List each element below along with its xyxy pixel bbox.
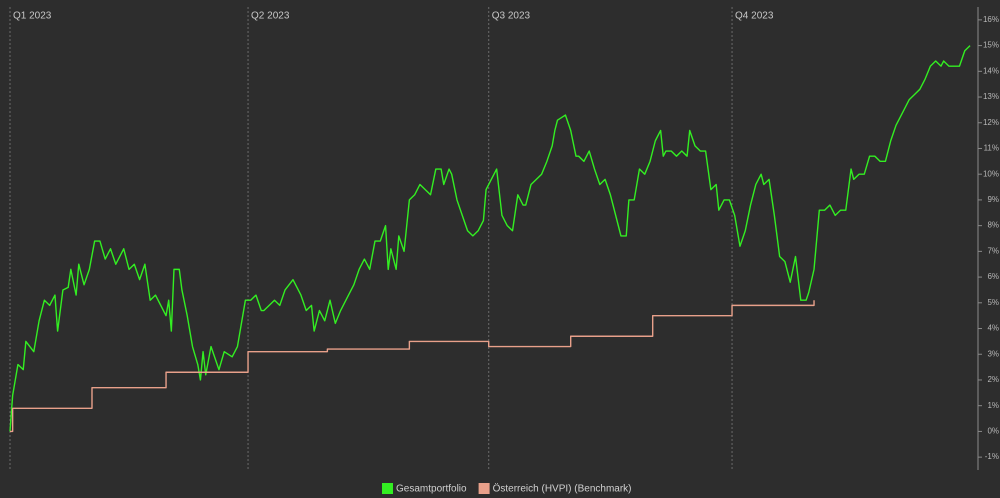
x-tick-label: Q3 2023 xyxy=(492,11,531,22)
y-tick-label: 5% xyxy=(987,298,999,307)
legend-label: Gesamtportfolio xyxy=(396,484,467,495)
y-tick-label: 11% xyxy=(984,144,999,153)
y-tick-label: 13% xyxy=(983,92,999,101)
y-tick-label: 16% xyxy=(983,15,999,24)
legend-swatch xyxy=(382,483,393,494)
series-line xyxy=(9,45,971,432)
x-tick-label: Q2 2023 xyxy=(251,11,290,22)
y-tick-label: 9% xyxy=(987,195,999,204)
y-tick-label: 1% xyxy=(987,401,999,410)
y-tick-label: 8% xyxy=(987,221,999,230)
y-tick-label: 2% xyxy=(987,375,999,384)
y-tick-label: 6% xyxy=(987,272,999,281)
x-tick-label: Q1 2023 xyxy=(13,11,52,22)
x-tick-label: Q4 2023 xyxy=(735,11,774,22)
y-tick-label: 3% xyxy=(987,349,999,358)
legend-label: Österreich (HVPI) (Benchmark) xyxy=(493,483,632,495)
y-tick-label: 0% xyxy=(987,427,999,436)
y-tick-label: 7% xyxy=(987,246,999,255)
y-tick-label: 12% xyxy=(983,118,999,127)
legend-swatch xyxy=(478,483,490,494)
y-tick-label: -1% xyxy=(985,452,999,461)
legend: Gesamtportfolio Österreich (HVPI) (Benchm… xyxy=(382,483,632,495)
y-tick-label: 14% xyxy=(983,66,999,75)
y-tick-label: 10% xyxy=(983,169,999,178)
series-line xyxy=(10,300,815,433)
y-tick-label: 15% xyxy=(983,41,999,50)
y-tick-label: 4% xyxy=(987,324,999,333)
